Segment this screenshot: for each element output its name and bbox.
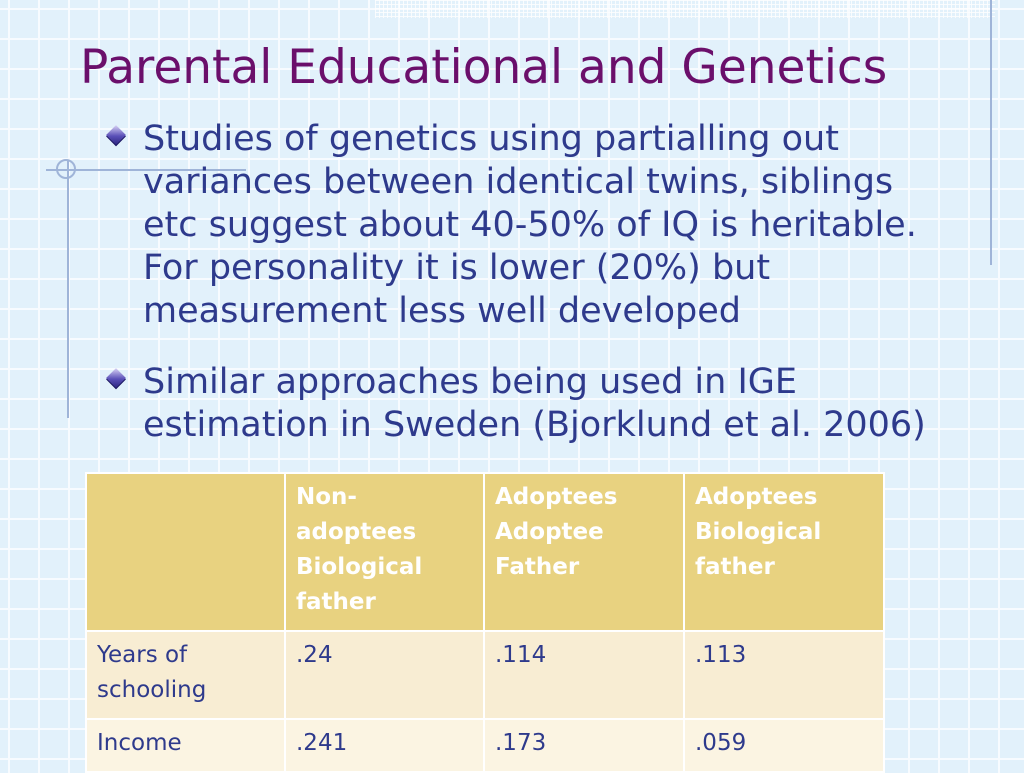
table-cell: .113 <box>683 630 885 720</box>
table-cell: .059 <box>683 718 885 773</box>
table-header-non-adoptees-biological-father: Non-adoptees Biological father <box>284 472 485 632</box>
table-row: Years of schooling .24 .114 .113 <box>85 630 885 720</box>
decorative-circle-icon <box>56 159 76 179</box>
decorative-top-strip <box>375 0 995 18</box>
table-header-adoptees-biological-father: Adoptees Biological father <box>683 472 885 632</box>
table-cell: .173 <box>483 718 685 773</box>
table-cell: .114 <box>483 630 685 720</box>
diamond-bullet-icon <box>106 125 126 145</box>
bullet-item: Studies of genetics using partialling ou… <box>105 118 940 333</box>
table-cell: .24 <box>284 630 485 720</box>
row-label: Income <box>85 718 286 773</box>
decorative-vertical-line-right <box>990 0 992 265</box>
row-label: Years of schooling <box>85 630 286 720</box>
bullet-text: Studies of genetics using partialling ou… <box>143 119 917 331</box>
table-header-row: Non-adoptees Biological father Adoptees … <box>85 472 885 632</box>
bullet-list: Studies of genetics using partialling ou… <box>105 118 940 475</box>
table-header-adoptees-adoptee-father: Adoptees Adoptee Father <box>483 472 685 632</box>
table-row: Income .241 .173 .059 <box>85 718 885 773</box>
diamond-bullet-icon <box>106 368 126 388</box>
table-header-empty <box>85 472 286 632</box>
decorative-vertical-line-left <box>67 160 69 418</box>
decorative-horizontal-line <box>46 169 246 171</box>
correlation-table: Non-adoptees Biological father Adoptees … <box>85 472 885 773</box>
table-cell: .241 <box>284 718 485 773</box>
bullet-item: Similar approaches being used in IGE est… <box>105 361 940 447</box>
slide-title: Parental Educational and Genetics <box>80 40 888 95</box>
bullet-text: Similar approaches being used in IGE est… <box>143 362 926 445</box>
